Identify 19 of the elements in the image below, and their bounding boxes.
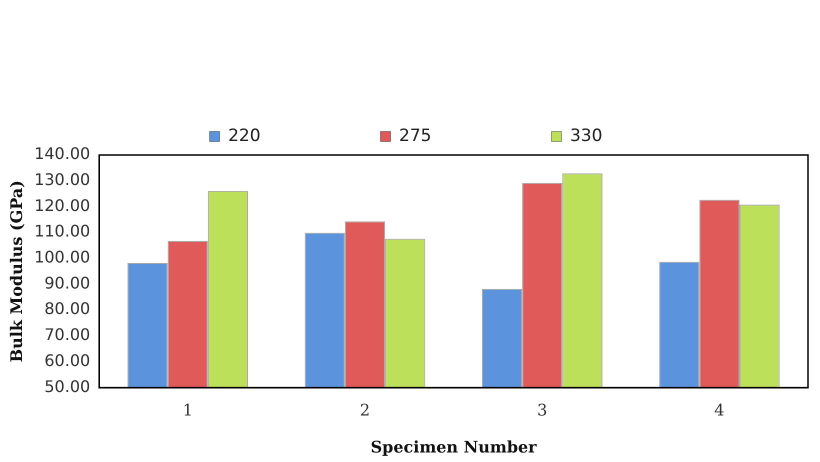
- y-tick-label: 140.00: [34, 144, 90, 164]
- y-tick-label: 130.00: [34, 170, 90, 189]
- y-tick-label: 110.00: [34, 222, 90, 241]
- y-tick-label: 70.00: [44, 325, 90, 344]
- x-tick-label: 4: [714, 400, 724, 420]
- y-tick-label: 50.00: [44, 376, 90, 396]
- legend-label: 330: [570, 126, 602, 146]
- x-axis-title: Specimen Number: [370, 438, 538, 457]
- y-tick-label: 90.00: [44, 273, 90, 292]
- y-tick-label: 120.00: [34, 196, 90, 215]
- y-axis-title: Bulk Modulus (GPa): [6, 180, 26, 362]
- y-tick-label: 60.00: [44, 350, 90, 370]
- x-tick-label: 2: [360, 400, 370, 420]
- legend-label: 275: [399, 126, 432, 146]
- x-tick-label: 1: [182, 400, 193, 420]
- x-tick-label: 3: [537, 400, 548, 420]
- y-tick-label: 80.00: [44, 299, 90, 318]
- y-tick-label: 100.00: [34, 248, 90, 267]
- legend-label: 220: [228, 126, 261, 146]
